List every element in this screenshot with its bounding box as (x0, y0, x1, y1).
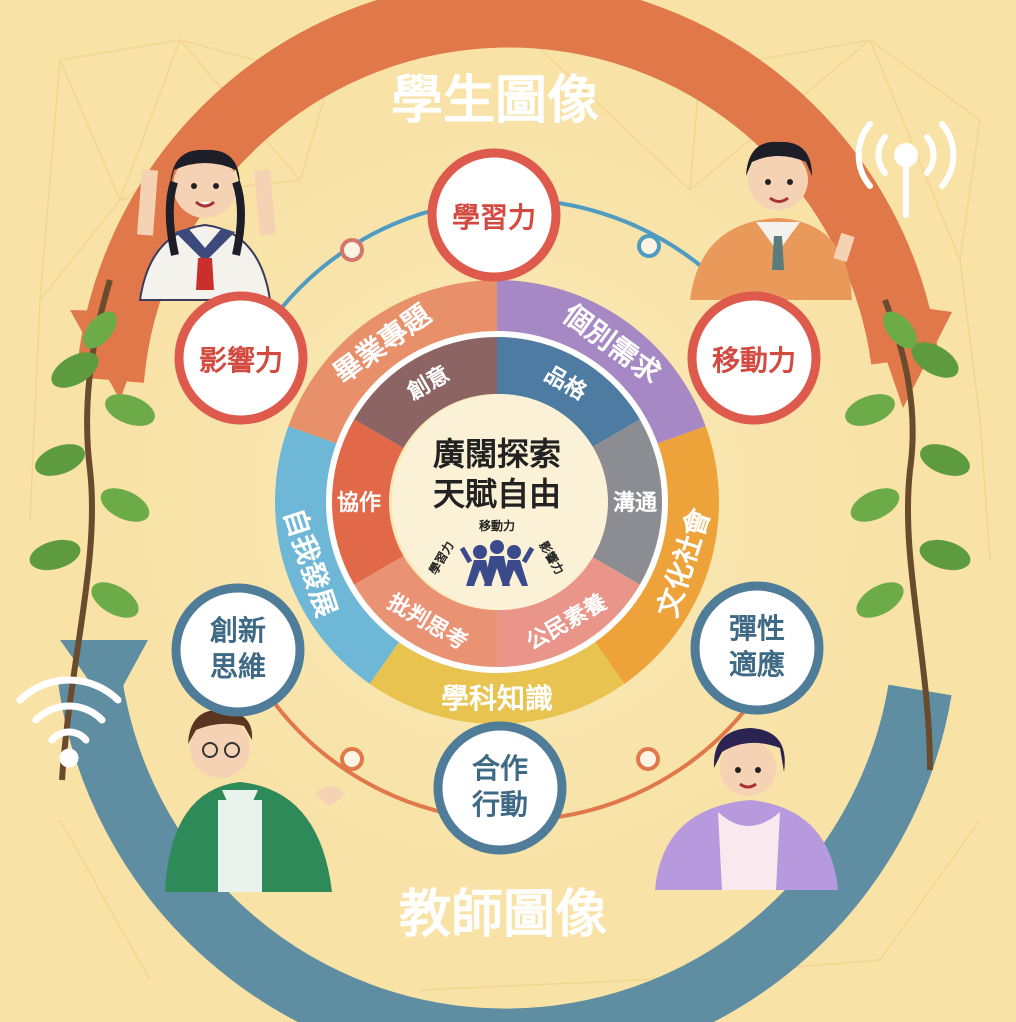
core-segment (497, 556, 640, 667)
network-line (39, 59, 61, 301)
student-portrait-title: 學生圖像 (391, 71, 599, 131)
core-segment (497, 337, 640, 448)
core-label: 協作 (337, 490, 381, 516)
teacher-cooperation: 合作 行動 (433, 721, 567, 855)
student-boy-figure (690, 141, 855, 300)
teacher-label-line2: 行動 (471, 788, 528, 821)
ring-segment (369, 639, 625, 724)
network-line (419, 979, 641, 991)
center-hub: 廣闊探索 天賦自由 學習力 移動力 影響力 (392, 394, 608, 610)
center-motto-line2: 天賦自由 (433, 475, 561, 513)
network-line (869, 39, 981, 121)
network-line (59, 39, 181, 61)
network-line (59, 59, 121, 201)
network-line (979, 419, 991, 561)
network-line (29, 299, 41, 521)
network-line (959, 259, 981, 421)
core-label: 溝通 (613, 490, 657, 516)
competency-influence: 影響力 (174, 291, 308, 425)
antenna-icon (855, 121, 957, 218)
ring-segment (288, 280, 497, 445)
network-line (119, 39, 181, 201)
connector-node (636, 747, 660, 771)
teacher-band-arrowhead-left (60, 640, 148, 710)
network-line (959, 119, 981, 261)
connector-node (340, 747, 364, 771)
teacher-innovation: 創新 思維 (171, 583, 305, 717)
network-line (39, 199, 121, 301)
competency-label: 移動力 (712, 344, 796, 377)
teacher-label-line1: 創新 (210, 614, 266, 647)
core-segment (354, 556, 497, 667)
teacher-flexibility: 彈性 適應 (690, 581, 824, 715)
core-segment (354, 337, 497, 448)
teacher-portrait-title: 教師圖像 (399, 885, 607, 945)
teacher-portrait-band (58, 675, 952, 1022)
wifi-icon (16, 676, 122, 768)
network-line (879, 819, 981, 961)
competency-label: 影響力 (199, 344, 283, 377)
teacher-label-line1: 合作 (472, 752, 528, 785)
ring-segment (275, 426, 401, 684)
right-vine (845, 298, 971, 771)
teacher-man-figure (165, 709, 346, 892)
teacher-label-line1: 彈性 (729, 612, 785, 645)
ring-segment (593, 426, 719, 684)
network-line (519, 29, 691, 191)
ring-inner-border (326, 331, 668, 673)
core-segment (590, 419, 662, 585)
left-vine (29, 279, 155, 781)
people-logo-icon (459, 540, 535, 586)
competency-mobility: 移動力 (687, 291, 821, 425)
competency-learning: 學習力 (427, 148, 561, 282)
core-segment (332, 419, 404, 585)
center-motto-line1: 廣闊探索 (433, 435, 561, 473)
connector-node (340, 238, 364, 262)
teacher-woman-figure (655, 728, 838, 890)
network-line (59, 819, 151, 981)
logo-label-top: 移動力 (479, 518, 515, 533)
teacher-label-line2: 思維 (210, 650, 266, 683)
ring-segment (497, 280, 706, 445)
teacher-label-line2: 適應 (729, 648, 785, 681)
connector-node (637, 234, 661, 258)
student-girl-figure (137, 149, 276, 301)
competency-label: 學習力 (452, 201, 536, 234)
ring-label: 學科知識 (441, 682, 553, 715)
